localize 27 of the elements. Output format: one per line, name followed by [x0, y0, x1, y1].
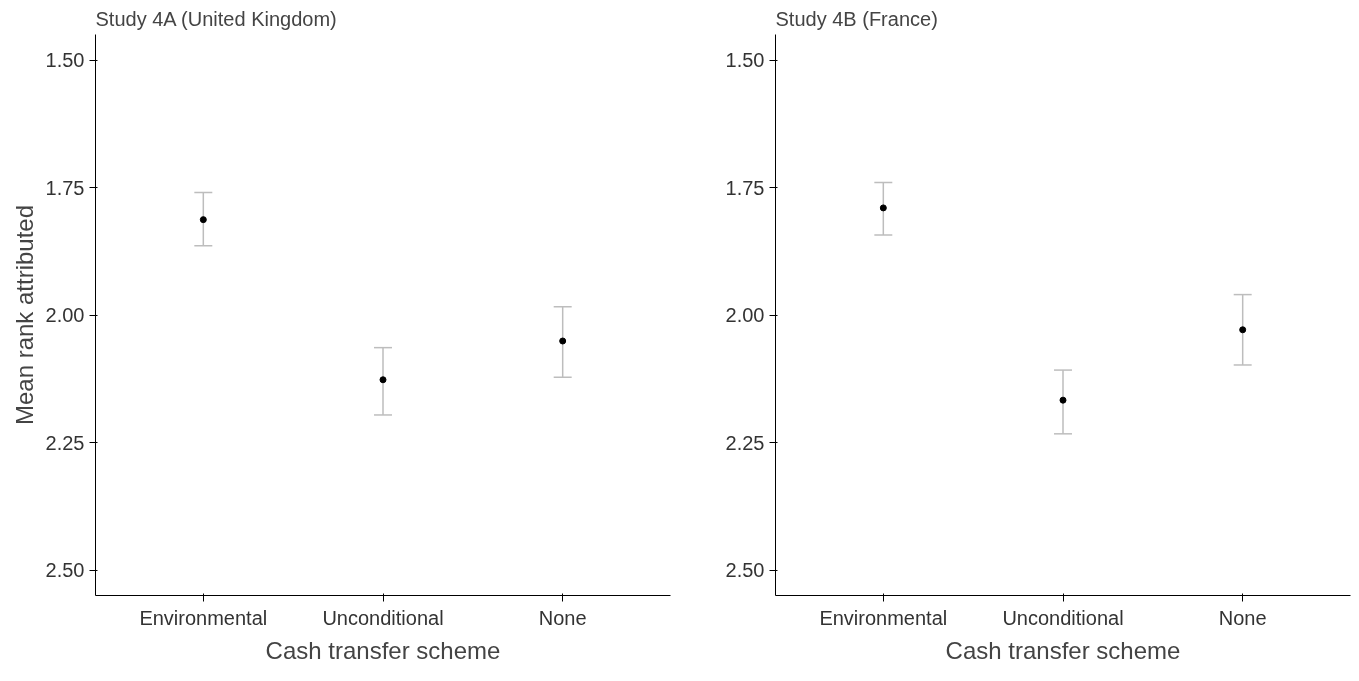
x-axis-title: Cash transfer scheme	[945, 636, 1181, 664]
y-tick-label: 2.50	[725, 559, 765, 581]
point	[879, 204, 887, 212]
point	[559, 337, 567, 345]
x-axis-title: Cash transfer scheme	[265, 636, 501, 664]
x-tick-label: Unconditional	[322, 606, 444, 629]
y-tick-label: 2.50	[45, 559, 85, 581]
y-tick-label: 2.00	[725, 304, 765, 326]
x-tick-label: None	[538, 606, 587, 629]
point	[1059, 396, 1067, 404]
y-tick-label: 1.75	[45, 176, 85, 199]
point	[1239, 326, 1247, 334]
chart-title: Study 4A (United Kingdom)	[95, 7, 337, 30]
y-tick-label: 2.25	[45, 431, 85, 454]
x-tick-label: None	[1218, 606, 1267, 629]
x-tick-label: Environmental	[139, 606, 268, 629]
y-tick-label: 2.25	[725, 431, 765, 454]
y-tick-label: 1.50	[45, 49, 85, 71]
point	[199, 216, 207, 224]
y-tick-label: 1.50	[725, 49, 765, 71]
y-axis-title: Mean rank attributed	[10, 204, 38, 426]
point	[379, 376, 387, 384]
x-tick-label: Environmental	[819, 606, 948, 629]
x-tick-label: Unconditional	[1002, 606, 1124, 629]
chart-title: Study 4B (France)	[775, 7, 938, 30]
y-tick-label: 2.00	[45, 304, 85, 326]
y-tick-label: 1.75	[725, 176, 765, 199]
